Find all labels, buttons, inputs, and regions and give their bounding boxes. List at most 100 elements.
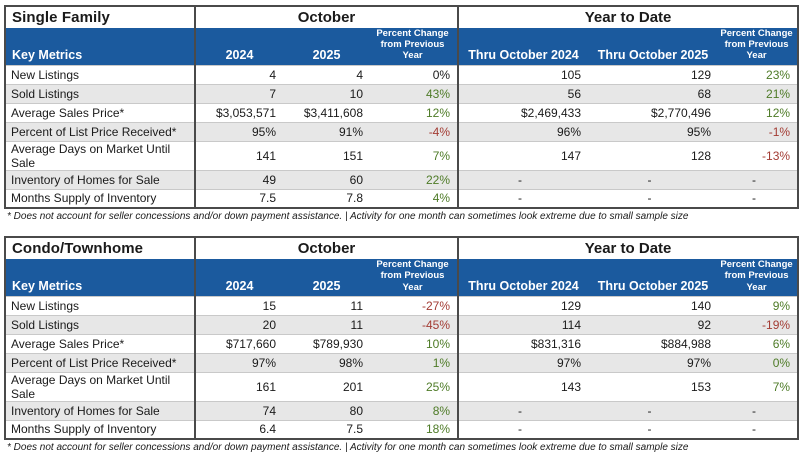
oct-2024-header: 2024 (194, 28, 283, 66)
value-cell: 95% (588, 121, 719, 142)
value-cell: 11 (283, 314, 370, 335)
table-row: Percent of List Price Received* 97% 98% … (5, 352, 799, 373)
footnote-text: * Does not account for seller concession… (7, 442, 689, 454)
ytd-2025-header: Thru October 2025 (588, 259, 719, 297)
value-cell: 151 (283, 140, 370, 171)
value-cell: 143 (457, 371, 589, 402)
pct-cell: 12% (718, 102, 799, 123)
table-row: Months Supply of Inventory 7.5 7.8 4% - … (5, 188, 799, 209)
metric-label: Sold Listings (5, 314, 195, 335)
value-cell: 56 (457, 83, 589, 104)
value-cell: $717,660 (194, 333, 283, 354)
pct-cell: 22% (370, 169, 459, 190)
pct-cell: -4% (370, 121, 459, 142)
table-row: Average Days on Market Until Sale 141 15… (5, 140, 799, 171)
value-cell: 128 (588, 140, 719, 171)
group-header-year-to-date: Year to Date (457, 6, 799, 28)
pct-cell: - (718, 169, 799, 190)
metric-label: Average Days on Market Until Sale (5, 140, 195, 171)
table-row: Sold Listings 7 10 43% 56 68 21% (5, 83, 799, 104)
value-cell: 161 (194, 371, 283, 402)
pct-cell: -13% (718, 140, 799, 171)
value-cell: 74 (194, 400, 283, 421)
value-cell: 10 (283, 83, 370, 104)
value-cell: - (588, 419, 719, 440)
value-cell: 91% (283, 121, 370, 142)
pct-cell: 21% (718, 83, 799, 104)
group-header-october: October (193, 6, 459, 28)
title-row: Condo/Townhome October Year to Date (5, 237, 799, 260)
pct-cell: 8% (370, 400, 459, 421)
value-cell: $831,316 (457, 333, 589, 354)
value-cell: $789,930 (283, 333, 370, 354)
value-cell: 15 (194, 295, 283, 316)
metric-label: Average Sales Price* (5, 333, 195, 354)
metric-label: Months Supply of Inventory (5, 419, 195, 440)
metric-label: Percent of List Price Received* (5, 352, 195, 373)
column-header-row: Key Metrics 2024 2025 Percent Change fro… (5, 259, 799, 297)
oct-2024-header: 2024 (194, 259, 283, 297)
value-cell: 140 (588, 295, 719, 316)
pct-cell: 7% (718, 371, 799, 402)
section-title: Condo/Townhome (5, 237, 195, 260)
value-cell: 4 (194, 64, 283, 85)
value-cell: $2,469,433 (457, 102, 589, 123)
condo-townhome-table: Condo/Townhome October Year to Date Key … (4, 236, 800, 441)
ytd-pct-change-header: Percent Change from Previous Year (718, 259, 799, 297)
value-cell: - (457, 419, 589, 440)
value-cell: 141 (194, 140, 283, 171)
oct-pct-change-header: Percent Change from Previous Year (370, 28, 459, 66)
pct-cell: -45% (370, 314, 459, 335)
pct-cell: - (718, 400, 799, 421)
ytd-pct-change-header: Percent Change from Previous Year (718, 28, 799, 66)
value-cell: $3,411,608 (283, 102, 370, 123)
metric-label: Months Supply of Inventory (5, 188, 195, 209)
value-cell: - (588, 400, 719, 421)
pct-cell: -19% (718, 314, 799, 335)
oct-2025-header: 2025 (283, 259, 370, 297)
table-row: Inventory of Homes for Sale 49 60 22% - … (5, 169, 799, 190)
pct-cell: - (718, 188, 799, 209)
oct-pct-change-header: Percent Change from Previous Year (370, 259, 459, 297)
table-row: Months Supply of Inventory 6.4 7.5 18% -… (5, 419, 799, 440)
value-cell: 105 (457, 64, 589, 85)
oct-2025-header: 2025 (283, 28, 370, 66)
value-cell: 7 (194, 83, 283, 104)
value-cell: 95% (194, 121, 283, 142)
value-cell: 7.8 (283, 188, 370, 209)
group-header-year-to-date: Year to Date (457, 237, 799, 260)
metric-label: New Listings (5, 64, 195, 85)
value-cell: - (457, 169, 589, 190)
pct-cell: 10% (370, 333, 459, 354)
table-row: Sold Listings 20 11 -45% 114 92 -19% (5, 314, 799, 335)
pct-cell: -1% (718, 121, 799, 142)
value-cell: 129 (457, 295, 589, 316)
pct-cell: 4% (370, 188, 459, 209)
condo-townhome-report: Condo/Townhome October Year to Date Key … (4, 236, 800, 454)
value-cell: $2,770,496 (588, 102, 719, 123)
value-cell: - (588, 169, 719, 190)
value-cell: $884,988 (588, 333, 719, 354)
value-cell: 97% (194, 352, 283, 373)
table-row: Average Days on Market Until Sale 161 20… (5, 371, 799, 402)
value-cell: 96% (457, 121, 589, 142)
value-cell: 80 (283, 400, 370, 421)
ytd-2024-header: Thru October 2024 (457, 259, 589, 297)
metric-label: New Listings (5, 295, 195, 316)
value-cell: 129 (588, 64, 719, 85)
metric-label: Sold Listings (5, 83, 195, 104)
pct-cell: - (718, 419, 799, 440)
single-family-report: Single Family October Year to Date Key M… (4, 5, 800, 223)
pct-cell: 0% (370, 64, 459, 85)
metric-label: Inventory of Homes for Sale (5, 169, 195, 190)
table-row: Inventory of Homes for Sale 74 80 8% - -… (5, 400, 799, 421)
pct-cell: 25% (370, 371, 459, 402)
value-cell: 49 (194, 169, 283, 190)
value-cell: - (457, 400, 589, 421)
value-cell: 92 (588, 314, 719, 335)
pct-cell: 0% (718, 352, 799, 373)
footnote-text: * Does not account for seller concession… (7, 211, 689, 223)
group-header-october: October (193, 237, 459, 260)
table-row: Average Sales Price* $717,660 $789,930 1… (5, 333, 799, 354)
pct-cell: 23% (718, 64, 799, 85)
